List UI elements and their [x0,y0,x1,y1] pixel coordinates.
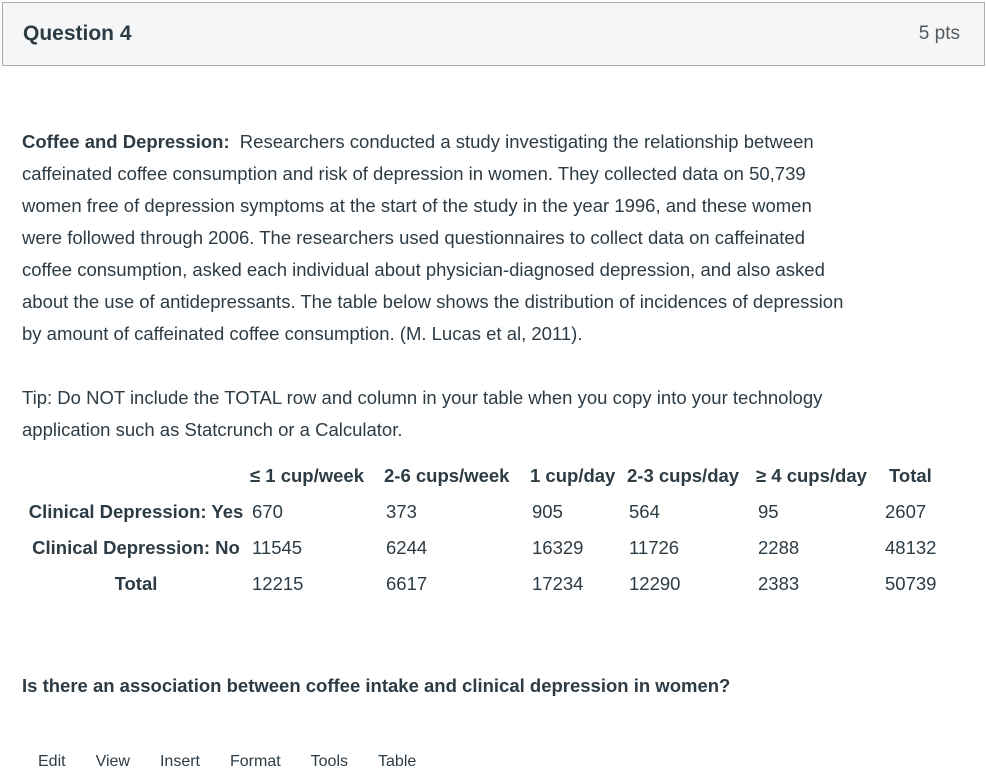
cell-value: 2607 [885,501,927,522]
intro-lead-bold: Coffee and Depression: [22,131,230,152]
table-row-depression-yes: Clinical Depression: Yes 670 373 905 564… [22,494,958,530]
col-header-2-3cups-day: 2-3 cups/day [627,465,740,486]
menu-edit[interactable]: Edit [38,753,66,770]
menu-table[interactable]: Table [378,753,417,770]
cell-value: 6244 [386,537,428,558]
table-row-depression-no: Clinical Depression: No 11545 6244 16329… [22,530,958,566]
tip-paragraph: Tip: Do NOT include the TOTAL row and co… [22,387,823,440]
cell-value: 2383 [758,573,800,594]
cell-value: 50739 [885,573,937,594]
col-header-total: Total [889,465,932,486]
cell-value: 670 [252,501,283,522]
col-header-4cups-day: ≥ 4 cups/day [756,465,867,486]
table-corner-cell [22,458,250,494]
row-label-total: Total [114,573,158,594]
cell-value: 905 [532,501,563,522]
coffee-depression-table: ≤ 1 cup/week 2-6 cups/week 1 cup/day 2-3… [22,458,958,602]
question-body: Coffee and Depression: Researchers condu… [0,126,986,702]
cell-value: 373 [386,501,417,522]
menu-view[interactable]: View [95,753,130,770]
cell-value: 12290 [629,573,681,594]
row-label-depression-yes: Clinical Depression: Yes [28,501,244,522]
menu-insert[interactable]: Insert [159,753,200,770]
intro-paragraph: Coffee and Depression: Researchers condu… [22,126,964,350]
cell-value: 2288 [758,537,800,558]
intro-text: Researchers conducted a study investigat… [22,131,844,344]
menu-format[interactable]: Format [229,753,281,770]
col-header-1cup-week: ≤ 1 cup/week [250,465,365,486]
cell-value: 11726 [629,537,680,558]
cell-value: 16329 [532,537,584,558]
cell-value: 17234 [532,573,584,594]
editor-menubar: Edit View Insert Format Tools Table [38,753,416,771]
table-header-row: ≤ 1 cup/week 2-6 cups/week 1 cup/day 2-3… [22,458,958,494]
question-prompt: Is there an association between coffee i… [22,675,731,696]
cell-value: 6617 [386,573,428,594]
cell-value: 48132 [885,537,937,558]
cell-value: 95 [758,501,779,522]
cell-value: 564 [629,501,660,522]
table-row-total: Total 12215 6617 17234 12290 2383 50739 [22,566,958,602]
row-label-depression-no: Clinical Depression: No [32,537,240,558]
question-header: Question 4 5 pts [2,2,985,66]
cell-value: 12215 [252,573,304,594]
question-title: Question 4 [23,22,132,45]
col-header-2-6cups-week: 2-6 cups/week [384,465,510,486]
question-points: 5 pts [918,23,960,44]
cell-value: 11545 [252,537,303,558]
col-header-1cup-day: 1 cup/day [530,465,616,486]
menu-tools[interactable]: Tools [310,753,349,770]
